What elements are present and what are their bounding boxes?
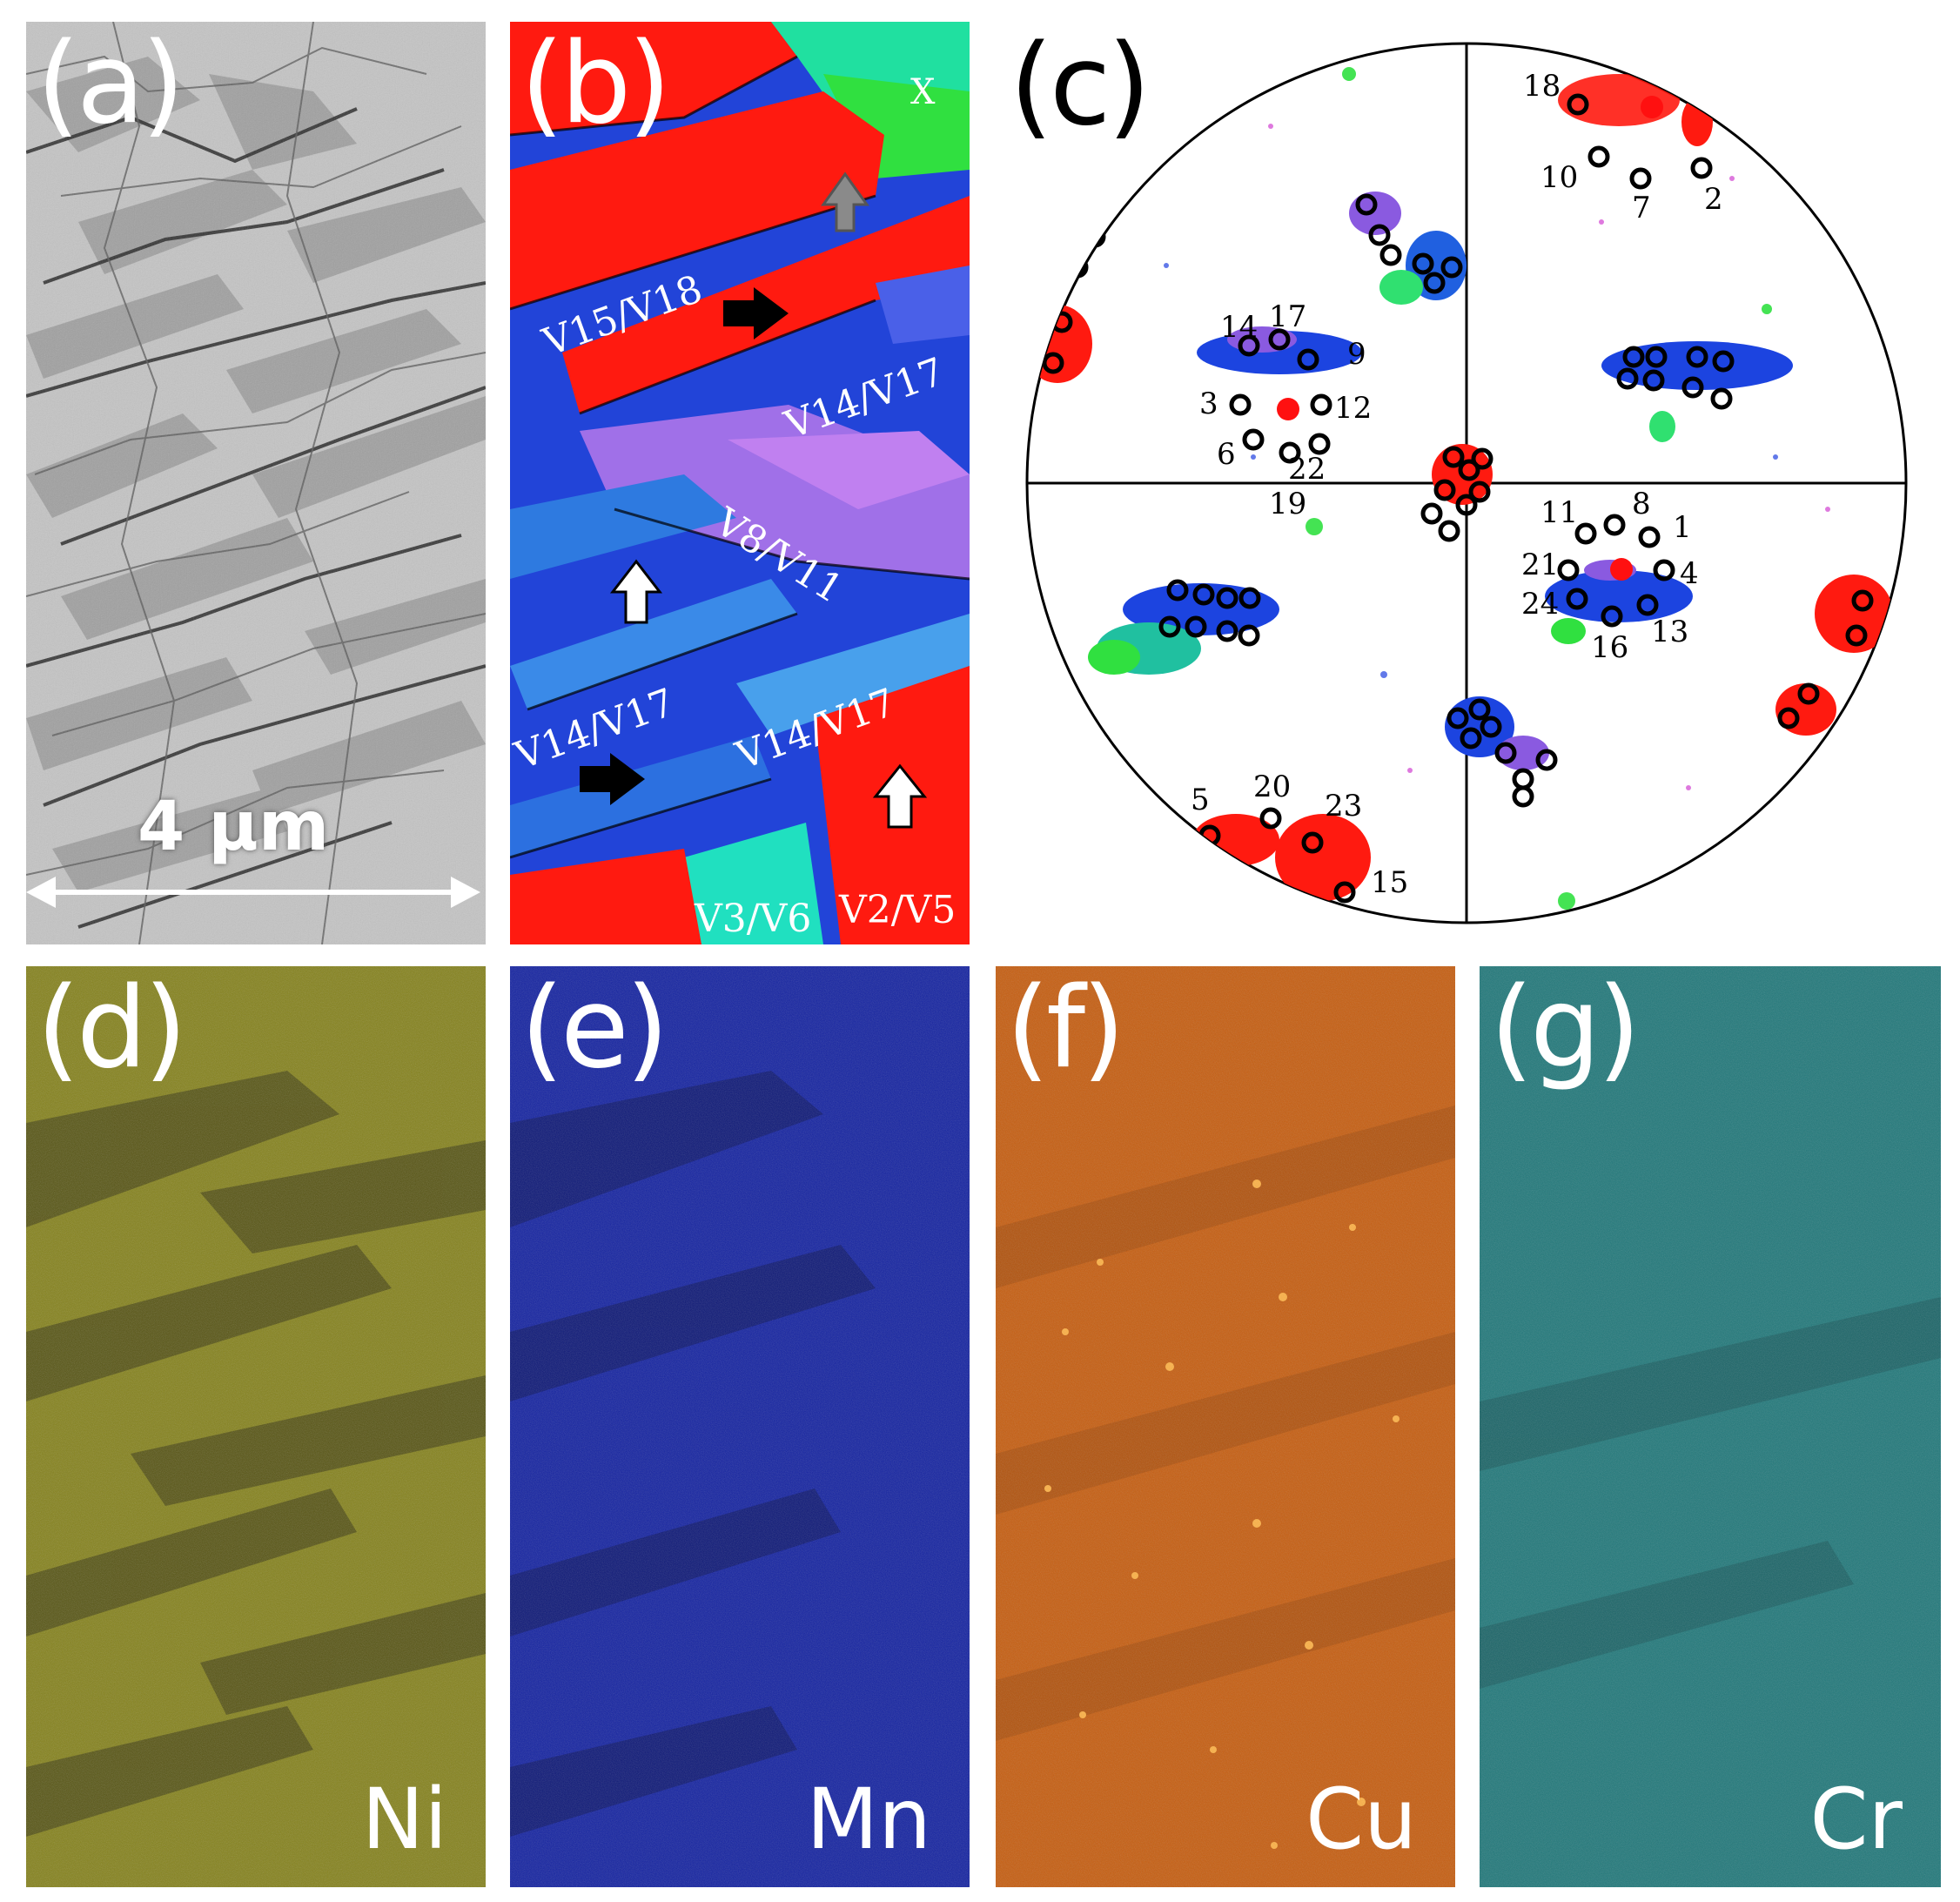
panel-e-mn-map: (e) Mn [510,966,970,1887]
panel-label-d: (d) [37,966,187,1093]
pole-figure-plot: 18 10 7 2 14 17 9 3 12 6 22 19 11 8 1 21… [1025,42,1908,924]
white-arrow-up-lower [872,763,928,829]
pole-num-16: 16 [1591,630,1628,665]
panel-label-c: (c) [1010,22,1151,151]
panel-label-f: (f) [1006,966,1125,1093]
pole-num-13: 13 [1651,615,1688,649]
variant-label-v3-v6: V3/V6 [695,897,812,941]
black-arrow-right-lower [580,753,645,805]
panel-d-ni-map: (d) Ni [26,966,486,1887]
panel-g-cr-map: (g) Cr [1480,966,1941,1887]
panel-a-micrograph: (a) [26,22,486,944]
panel-b-variant-map: (b) X V15/V18 V14/V17 V8/V11 V14/V17 V14… [510,22,970,944]
pole-num-17: 17 [1269,299,1306,334]
red-marker-left [1277,398,1299,420]
panel-label-g: (g) [1490,966,1641,1093]
cr-map-image [1480,966,1941,1887]
white-arrow-up-middle [609,559,663,624]
panel-label-b: (b) [520,22,671,149]
pole-num-6: 6 [1217,437,1236,472]
scale-bar-arrow [26,877,480,908]
mn-map-image [510,966,970,1887]
pole-num-10: 10 [1540,160,1578,195]
pole-num-14: 14 [1220,310,1258,345]
ni-map-image [26,966,486,1887]
pole-num-3: 3 [1199,386,1218,421]
black-arrow-right-upper [723,287,789,339]
panel-f-cu-map: (f) Cu [996,966,1455,1887]
panel-label-e: (e) [520,966,669,1093]
pole-number-labels: 18 10 7 2 14 17 9 3 12 6 22 19 11 8 1 21… [1191,69,1723,900]
pole-num-12: 12 [1334,391,1372,426]
pole-num-15: 15 [1371,865,1408,900]
red-marker-top [1641,96,1663,118]
pole-num-7: 7 [1632,191,1651,225]
pole-num-21: 21 [1521,548,1559,582]
element-label-mn: Mn [806,1771,931,1868]
element-label-ni: Ni [361,1771,447,1868]
pole-num-9: 9 [1347,337,1366,372]
pole-num-23: 23 [1325,789,1362,823]
pole-num-8: 8 [1632,487,1651,521]
scale-bar-label: 4 μm [138,788,330,866]
element-label-cr: Cr [1809,1771,1903,1868]
pole-num-22: 22 [1288,452,1326,487]
element-label-cu: Cu [1306,1771,1417,1868]
variant-map-image [510,22,970,944]
pole-num-19: 19 [1269,487,1306,521]
cu-map-image [996,966,1455,1887]
variant-label-v2-v5: V2/V5 [839,888,957,932]
blue-cluster-upper-mid [1349,192,1467,305]
gray-arrow-up [821,171,869,232]
pole-num-5: 5 [1191,783,1210,817]
pole-num-24: 24 [1521,587,1559,622]
red-cluster-right [1775,575,1893,736]
pole-num-11: 11 [1540,495,1578,530]
pole-num-2: 2 [1704,182,1723,217]
corner-label-x: X [910,72,936,112]
panel-label-a: (a) [37,22,185,149]
micrograph-texture [26,22,486,944]
red-marker-right [1610,558,1633,581]
pole-num-20: 20 [1253,770,1291,804]
panel-c-pole-figure: 18 10 7 2 14 17 9 3 12 6 22 19 11 8 1 21… [992,22,1958,944]
pole-num-4: 4 [1680,556,1699,591]
pole-num-18: 18 [1523,69,1561,104]
pole-num-1: 1 [1673,510,1692,545]
